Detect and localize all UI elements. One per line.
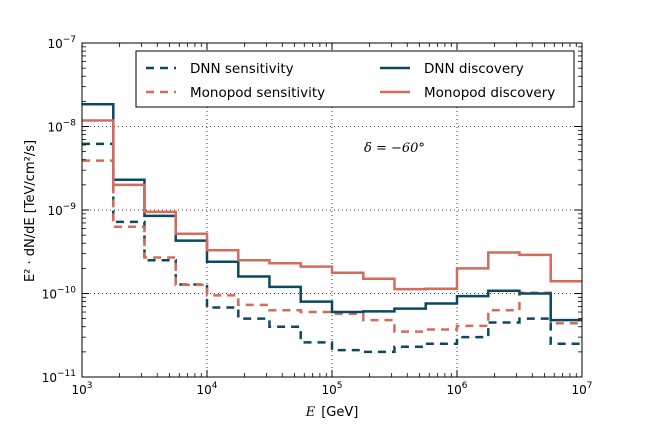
x-axis-unit: [GeV] (321, 405, 358, 420)
y-tick-exponent: −8 (63, 119, 77, 129)
grid (82, 43, 582, 377)
y-tick-base: 10 (42, 288, 57, 302)
legend-label-monopod-sensitivity: Monopod sensitivity (190, 85, 325, 101)
series-line-monopod-sensitivity (82, 159, 582, 333)
x-tick-exponent: 7 (587, 381, 593, 391)
y-tick-exponent: −9 (63, 202, 77, 212)
legend-box (135, 50, 575, 108)
y-tick-label: 10−11 (42, 369, 76, 385)
y-tick-label: 10−7 (47, 35, 76, 51)
x-tick-base: 10 (321, 383, 336, 397)
x-tick-base: 10 (196, 383, 211, 397)
y-tick-base: 10 (47, 121, 62, 135)
x-tick-label: 106 (446, 381, 467, 397)
x-axis-label: E [GeV] (305, 405, 359, 420)
legend-label-dnn-sensitivity: DNN sensitivity (190, 61, 294, 77)
x-tick-base: 10 (571, 383, 586, 397)
series-layer (82, 102, 582, 354)
y-tick-label: 10−9 (47, 202, 76, 218)
y-tick-base: 10 (47, 204, 62, 218)
y-tick-label: 10−8 (47, 119, 76, 135)
legend-label-monopod-discovery: Monopod discovery (424, 85, 555, 101)
y-tick-exponent: −11 (57, 369, 76, 379)
x-tick-base: 10 (446, 383, 461, 397)
ticks (81, 42, 583, 378)
legend: DNN sensitivity Monopod sensitivity DNN … (135, 50, 575, 108)
x-tick-label: 104 (196, 381, 217, 397)
x-tick-label: 105 (321, 381, 342, 397)
x-tick-label: 107 (571, 381, 592, 397)
x-axis-symbol: E (305, 405, 316, 420)
y-axis-label: E² · dN/dE [TeV/cm²/s] (23, 140, 38, 282)
y-tick-exponent: −7 (63, 35, 76, 45)
x-tick-base: 10 (71, 383, 86, 397)
x-tick-exponent: 6 (462, 381, 468, 391)
y-tick-label: 10−10 (42, 286, 77, 302)
series-line-monopod-discovery (82, 119, 582, 291)
y-tick-base: 10 (47, 37, 62, 51)
x-tick-exponent: 4 (212, 381, 218, 391)
y-tick-exponent: −10 (57, 286, 76, 296)
y-tick-base: 10 (42, 371, 57, 385)
legend-label-dnn-discovery: DNN discovery (424, 61, 524, 77)
x-tick-exponent: 3 (87, 381, 93, 391)
x-tick-exponent: 5 (337, 381, 343, 391)
x-tick-label: 103 (71, 381, 92, 397)
declination-annotation: δ = −60° (364, 141, 425, 156)
